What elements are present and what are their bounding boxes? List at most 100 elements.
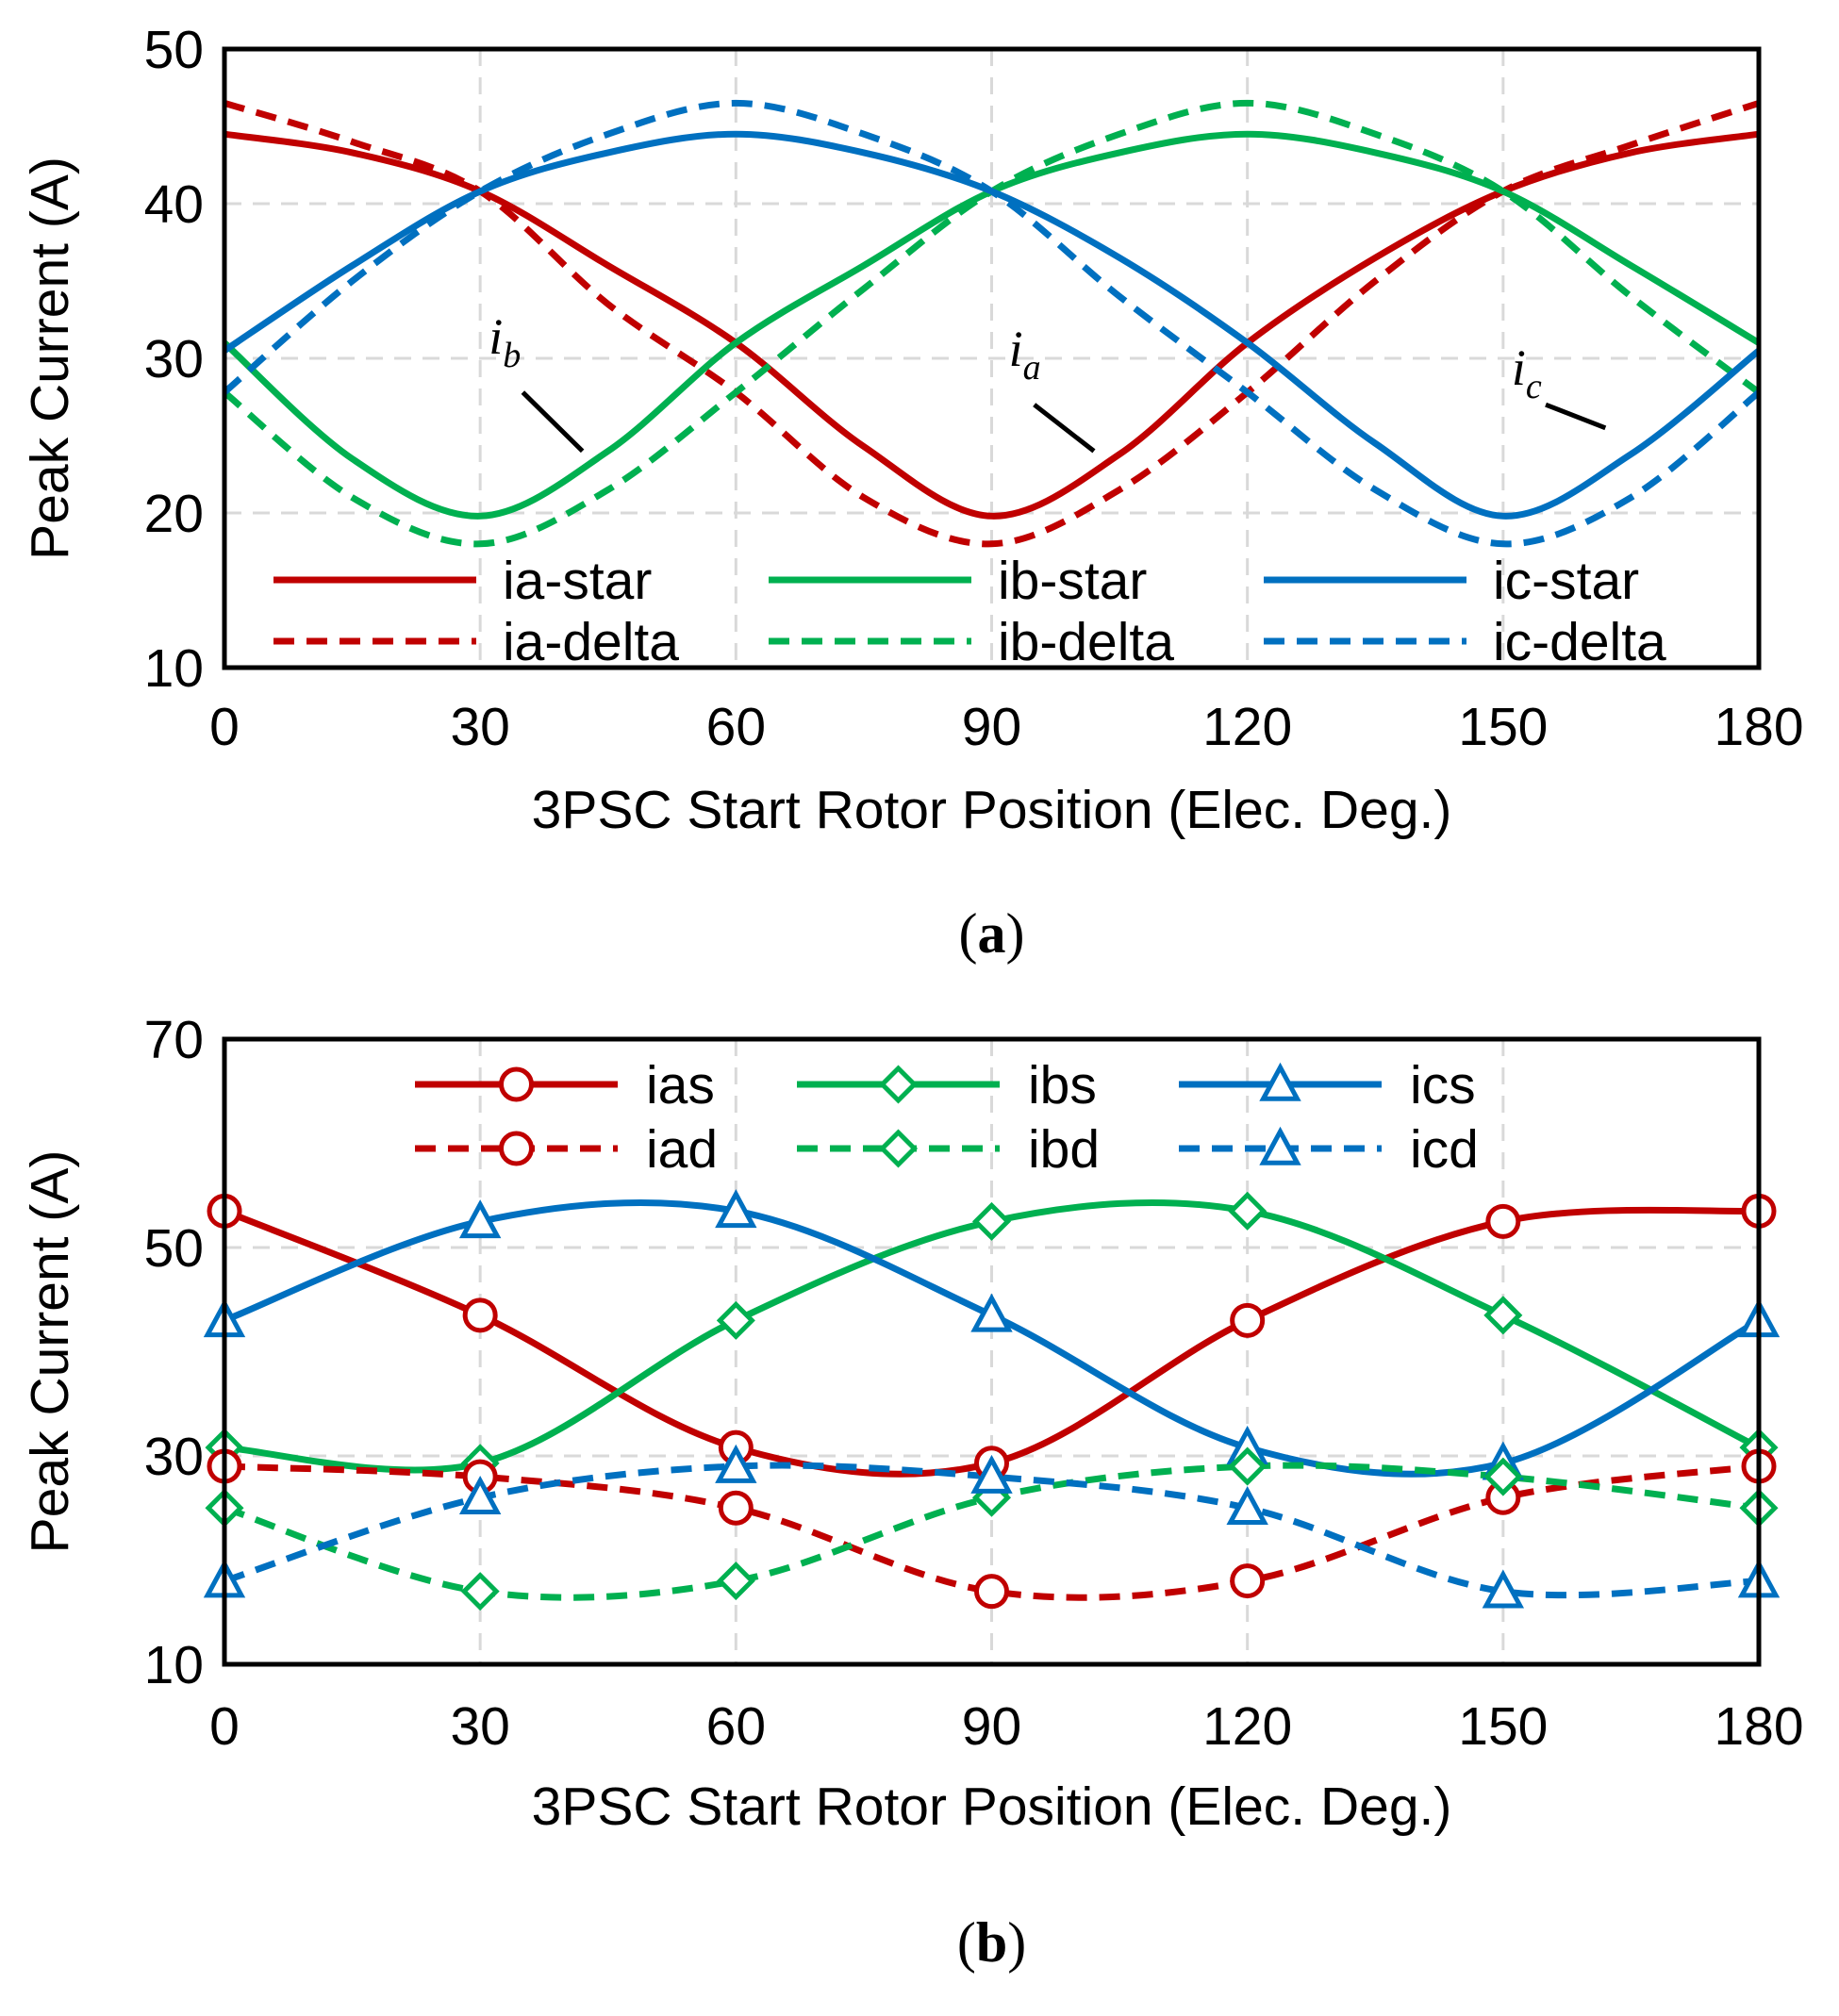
marker-ics <box>458 1199 502 1239</box>
panel-label-letter: b <box>976 1911 1007 1974</box>
legend-marker-icd <box>1259 1126 1301 1165</box>
x-tick-label: 30 <box>450 697 509 757</box>
axes: 0 30 60 90 120 150 180 10 20 30 40 50 3PSC Start Rot… <box>20 20 1804 840</box>
y-tick-label: 30 <box>144 329 204 389</box>
annotation-leader-line <box>1033 403 1096 454</box>
panel-label-letter: a <box>978 902 1006 965</box>
panel-label-open: ( <box>959 902 978 965</box>
y-axis-title: Peak Current (A) <box>20 157 80 560</box>
annotation-subscript: c <box>1526 367 1542 406</box>
marker-ics <box>970 1293 1013 1332</box>
panel-label: (a) <box>959 902 1025 965</box>
x-tick-label: 90 <box>962 697 1021 757</box>
panel-label-open: ( <box>957 1911 976 1974</box>
legend-marker-ics <box>1259 1062 1301 1101</box>
marker-icd <box>458 1475 502 1514</box>
annotation-subscript: b <box>503 336 521 375</box>
marker-ibd <box>1228 1446 1267 1486</box>
y-tick-label: 30 <box>144 1427 204 1487</box>
marker-iad <box>1230 1563 1266 1599</box>
legend: ia-star ib-star ic-star ia-delta ib-delta ic-… <box>273 551 1666 672</box>
x-axis-title: 3PSC Start Rotor Position (Elec. Deg.) <box>532 1776 1452 1837</box>
plot-frame <box>222 46 1762 670</box>
legend-label-ic-delta: ic-delta <box>1493 612 1666 672</box>
legend-label-ib-delta: ib-delta <box>998 612 1174 672</box>
gridlines <box>224 1039 1759 1664</box>
legend-marker-iad <box>499 1131 534 1166</box>
legend-label-ias: ias <box>646 1055 715 1115</box>
y-tick-label: 10 <box>144 638 204 699</box>
legend-label-ibd: ibd <box>1028 1119 1100 1180</box>
annotation-label-ic: ic <box>1512 339 1542 406</box>
axes: 0 30 60 90 120 150 180 10 30 50 70 3PSC Start Rotor… <box>20 1010 1804 1837</box>
marker-icd <box>970 1454 1013 1494</box>
plot-frame <box>222 1036 1762 1667</box>
series-line-ic-delta <box>222 99 1762 548</box>
marker-ibd <box>716 1562 755 1601</box>
marker-iad <box>718 1490 754 1526</box>
legend-marker-ibd <box>878 1129 919 1168</box>
y-tick-label: 70 <box>144 1010 204 1070</box>
annotation-label-ia: ia <box>1009 321 1041 388</box>
annotation-main: i <box>1009 321 1023 377</box>
legend-label-iad: iad <box>646 1119 718 1180</box>
x-axis-title: 3PSC Start Rotor Position (Elec. Deg.) <box>532 780 1452 840</box>
y-tick-label: 50 <box>144 1218 204 1279</box>
panel-label: (b) <box>957 1911 1026 1974</box>
panel-label-close: ) <box>1007 1911 1026 1974</box>
annotation-subscript: a <box>1023 348 1041 388</box>
marker-ibd <box>460 1572 500 1611</box>
x-tick-label: 0 <box>209 1696 240 1757</box>
legend: ias ibs ics iad ibd icd <box>415 1055 1479 1180</box>
marker-ias <box>462 1297 498 1333</box>
marker-ibs <box>1228 1191 1267 1231</box>
x-tick-label: 180 <box>1714 697 1803 757</box>
annotation-label-ib: ib <box>489 308 521 375</box>
y-tick-label: 40 <box>144 174 204 235</box>
marker-ibs <box>1483 1296 1523 1335</box>
legend-label-ia-delta: ia-delta <box>503 612 679 672</box>
x-tick-label: 60 <box>706 697 766 757</box>
annotation-main: i <box>489 308 503 365</box>
marker-ibd <box>1483 1457 1523 1496</box>
y-tick-label: 50 <box>144 20 204 80</box>
x-tick-label: 180 <box>1714 1696 1803 1757</box>
panel-label-close: ) <box>1006 902 1025 965</box>
series-line-ib-delta <box>222 99 1762 548</box>
x-tick-label: 150 <box>1458 1696 1548 1757</box>
annotation-leader-line <box>521 390 585 454</box>
marker-ics <box>715 1189 757 1229</box>
legend-label-ics: ics <box>1410 1055 1476 1115</box>
marker-icd <box>1482 1569 1525 1609</box>
annotation-main: i <box>1512 339 1526 396</box>
x-tick-label: 90 <box>962 1696 1021 1757</box>
marker-iad <box>974 1574 1009 1610</box>
series-line-ic-star <box>223 130 1762 520</box>
marker-ias <box>1485 1203 1521 1239</box>
legend-marker-ias <box>499 1066 534 1102</box>
x-tick-label: 150 <box>1458 697 1548 757</box>
legend-label-ic-star: ic-star <box>1493 551 1639 611</box>
legend-label-ia-star: ia-star <box>503 551 652 611</box>
y-axis-title: Peak Current (A) <box>20 1150 80 1554</box>
legend-label-ibs: ibs <box>1028 1055 1097 1115</box>
marker-icd <box>1226 1485 1268 1526</box>
annotations: ib ia ic <box>489 308 1607 454</box>
marker-ibs <box>971 1201 1012 1241</box>
legend-marker-ibs <box>878 1065 919 1104</box>
x-tick-label: 120 <box>1202 1696 1292 1757</box>
series-group <box>203 1189 1781 1611</box>
x-tick-label: 60 <box>706 1696 766 1757</box>
x-tick-label: 0 <box>209 697 240 757</box>
marker-ibs <box>716 1300 755 1340</box>
legend-label-ib-star: ib-star <box>998 551 1147 611</box>
y-tick-label: 20 <box>144 484 204 544</box>
x-tick-label: 30 <box>450 1696 509 1757</box>
series-group <box>222 99 1762 548</box>
y-tick-label: 10 <box>144 1635 204 1695</box>
marker-icd <box>715 1444 757 1483</box>
marker-ias <box>1230 1302 1266 1338</box>
